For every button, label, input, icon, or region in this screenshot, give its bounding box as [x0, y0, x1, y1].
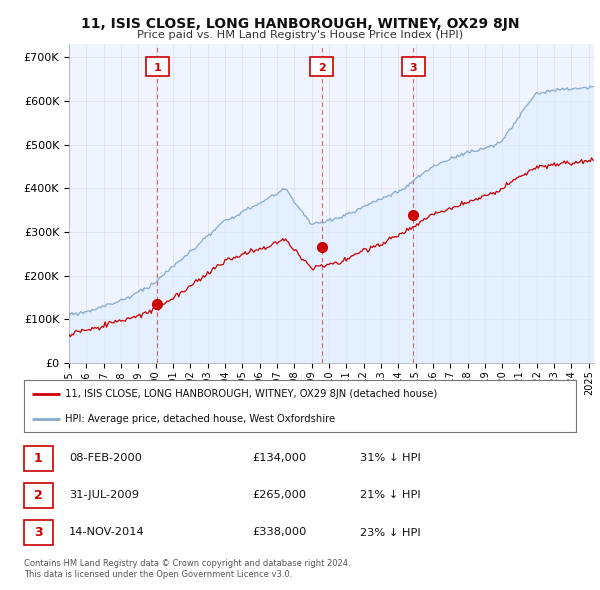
Text: 31% ↓ HPI: 31% ↓ HPI: [360, 453, 421, 463]
Text: 2: 2: [318, 63, 325, 73]
Text: 14-NOV-2014: 14-NOV-2014: [69, 527, 145, 537]
Text: 3: 3: [34, 526, 43, 539]
Text: 11, ISIS CLOSE, LONG HANBOROUGH, WITNEY, OX29 8JN (detached house): 11, ISIS CLOSE, LONG HANBOROUGH, WITNEY,…: [65, 389, 437, 399]
Text: £338,000: £338,000: [252, 527, 307, 537]
Text: 2: 2: [34, 489, 43, 502]
Text: 08-FEB-2000: 08-FEB-2000: [69, 453, 142, 463]
FancyBboxPatch shape: [402, 57, 425, 76]
Text: £265,000: £265,000: [252, 490, 306, 500]
Text: 23% ↓ HPI: 23% ↓ HPI: [360, 527, 421, 537]
Text: Price paid vs. HM Land Registry's House Price Index (HPI): Price paid vs. HM Land Registry's House …: [137, 30, 463, 40]
Text: HPI: Average price, detached house, West Oxfordshire: HPI: Average price, detached house, West…: [65, 414, 335, 424]
FancyBboxPatch shape: [310, 57, 334, 76]
Text: 1: 1: [34, 451, 43, 465]
Text: £134,000: £134,000: [252, 453, 306, 463]
Text: 3: 3: [410, 63, 417, 73]
Text: This data is licensed under the Open Government Licence v3.0.: This data is licensed under the Open Gov…: [24, 571, 292, 579]
Text: 21% ↓ HPI: 21% ↓ HPI: [360, 490, 421, 500]
Text: 1: 1: [154, 63, 161, 73]
Text: 11, ISIS CLOSE, LONG HANBOROUGH, WITNEY, OX29 8JN: 11, ISIS CLOSE, LONG HANBOROUGH, WITNEY,…: [81, 17, 519, 31]
FancyBboxPatch shape: [146, 57, 169, 76]
Text: Contains HM Land Registry data © Crown copyright and database right 2024.: Contains HM Land Registry data © Crown c…: [24, 559, 350, 568]
Text: 31-JUL-2009: 31-JUL-2009: [69, 490, 139, 500]
